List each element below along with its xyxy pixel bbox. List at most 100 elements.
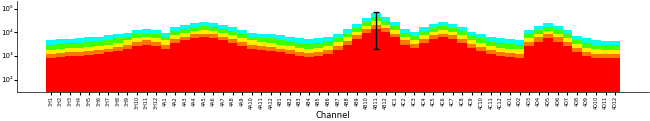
Bar	[610, 58, 620, 92]
Bar	[592, 58, 601, 92]
Bar	[515, 40, 525, 45]
Bar	[46, 50, 56, 54]
Bar	[476, 34, 486, 38]
Bar	[428, 35, 438, 39]
Bar	[610, 54, 620, 58]
Bar	[467, 48, 476, 92]
Bar	[515, 49, 525, 54]
Bar	[209, 23, 218, 27]
Bar	[257, 34, 266, 38]
Bar	[333, 42, 343, 46]
Bar	[343, 41, 352, 45]
Bar	[610, 50, 620, 54]
Bar	[142, 37, 151, 40]
Bar	[56, 57, 65, 92]
Bar	[266, 47, 276, 51]
Bar	[534, 34, 543, 37]
Bar	[592, 49, 601, 54]
Bar	[419, 39, 428, 43]
Bar	[247, 49, 257, 92]
Bar	[601, 58, 610, 92]
Bar	[257, 50, 266, 92]
Bar	[486, 54, 495, 92]
Bar	[314, 56, 324, 92]
Bar	[294, 43, 304, 48]
Bar	[495, 52, 505, 56]
Bar	[123, 37, 132, 40]
Bar	[94, 37, 103, 41]
Bar	[247, 33, 257, 37]
Bar	[314, 43, 324, 48]
Bar	[343, 37, 352, 41]
Bar	[352, 32, 361, 35]
Bar	[151, 34, 161, 38]
Bar	[534, 37, 543, 42]
Bar	[123, 33, 132, 37]
Bar	[352, 28, 361, 32]
Bar	[400, 40, 410, 45]
Bar	[525, 38, 534, 42]
Bar	[142, 40, 151, 45]
Bar	[371, 25, 381, 29]
Bar	[199, 22, 209, 26]
Bar	[170, 39, 180, 43]
Bar	[170, 31, 180, 35]
Bar	[410, 44, 419, 48]
Bar	[458, 43, 467, 92]
Bar	[199, 26, 209, 30]
Bar	[180, 37, 190, 40]
Bar	[400, 29, 410, 33]
Bar	[46, 58, 56, 92]
Bar	[247, 45, 257, 49]
Bar	[458, 31, 467, 35]
Bar	[190, 34, 199, 38]
Bar	[151, 42, 161, 46]
Bar	[151, 30, 161, 34]
Bar	[161, 49, 170, 92]
Bar	[304, 44, 314, 49]
Bar	[218, 37, 227, 40]
Bar	[448, 32, 458, 35]
Bar	[534, 30, 543, 34]
Bar	[391, 37, 400, 92]
Bar	[534, 26, 543, 30]
Bar	[324, 46, 333, 50]
Bar	[276, 35, 285, 40]
Bar	[419, 27, 428, 31]
Bar	[142, 29, 151, 33]
Bar	[592, 40, 601, 45]
Bar	[75, 38, 84, 43]
Bar	[343, 45, 352, 92]
Bar	[495, 48, 505, 52]
Bar	[582, 52, 592, 56]
Bar	[314, 52, 324, 56]
Bar	[266, 43, 276, 47]
Bar	[161, 45, 170, 49]
Bar	[562, 30, 572, 34]
Bar	[438, 30, 448, 34]
Bar	[505, 49, 515, 53]
Bar	[75, 56, 84, 92]
Bar	[94, 54, 103, 92]
Bar	[381, 21, 391, 25]
Bar	[371, 21, 381, 25]
Bar	[65, 39, 75, 43]
Bar	[601, 45, 610, 50]
Bar	[486, 37, 495, 41]
Bar	[448, 28, 458, 32]
Bar	[103, 45, 113, 49]
Bar	[199, 37, 209, 92]
Bar	[65, 56, 75, 92]
Bar	[132, 42, 142, 46]
Bar	[46, 45, 56, 50]
Bar	[170, 27, 180, 31]
Bar	[495, 56, 505, 92]
Bar	[113, 38, 123, 43]
Bar	[582, 38, 592, 43]
Bar	[476, 43, 486, 47]
Bar	[227, 43, 237, 92]
Bar	[582, 43, 592, 48]
Bar	[314, 38, 324, 43]
Bar	[543, 27, 553, 31]
Bar	[132, 38, 142, 42]
